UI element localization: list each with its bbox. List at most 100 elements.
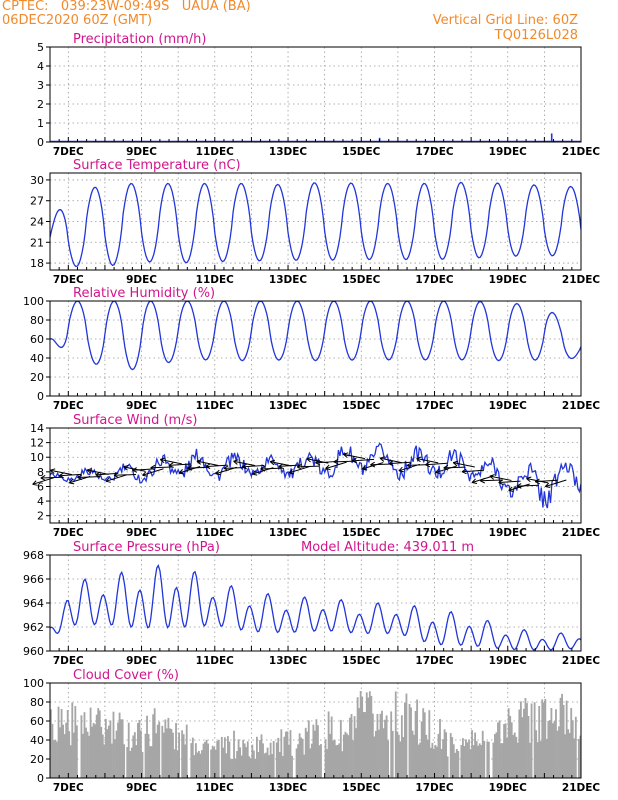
cloud-bar bbox=[88, 735, 90, 778]
precip-ytick-label: 4 bbox=[37, 60, 44, 73]
cloud-bar bbox=[324, 739, 327, 778]
cloud-bar bbox=[371, 713, 374, 778]
wind-vector-head bbox=[58, 472, 64, 477]
cloud-bar bbox=[132, 735, 135, 778]
wind-xtick-label: 11DEC bbox=[196, 527, 235, 539]
cloud-bar bbox=[231, 758, 234, 778]
cloud-bar bbox=[571, 720, 574, 778]
cloud-bar bbox=[126, 747, 129, 778]
cloud-bar bbox=[527, 715, 530, 778]
cloud-bar bbox=[198, 750, 200, 778]
wind-ytick-label: 8 bbox=[37, 466, 44, 479]
cloud-bar bbox=[454, 752, 457, 778]
cloud-bar bbox=[552, 723, 554, 778]
cloud-bar bbox=[178, 732, 180, 778]
cloud-bar bbox=[507, 708, 510, 778]
cloud-bar bbox=[97, 708, 100, 778]
cloud-bar bbox=[387, 740, 390, 778]
wind-vector bbox=[132, 468, 155, 471]
cloud-bar bbox=[431, 742, 434, 778]
cloud-bar bbox=[182, 734, 185, 778]
temp-ytick-label: 30 bbox=[30, 174, 44, 187]
wind-ytick-label: 10 bbox=[30, 451, 44, 464]
cloud-bar bbox=[225, 753, 228, 778]
cloud-bar bbox=[503, 723, 506, 778]
cloud-bar bbox=[230, 759, 232, 778]
cloud-bar bbox=[223, 737, 226, 778]
precip-bar bbox=[550, 133, 553, 142]
cloud-bar bbox=[262, 743, 264, 778]
cloud-bar bbox=[373, 736, 376, 778]
pres-title: Surface Pressure (hPa) bbox=[73, 540, 220, 555]
cloud-bar bbox=[487, 741, 490, 778]
wind-vector bbox=[105, 474, 128, 482]
temp-ytick-label: 24 bbox=[30, 216, 44, 229]
cloud-bar bbox=[497, 722, 499, 778]
cloud-bar bbox=[257, 751, 260, 778]
wind-vector-head bbox=[132, 467, 137, 471]
cloud-bar bbox=[437, 733, 440, 778]
cloud-bar bbox=[461, 738, 464, 778]
cloud-bar bbox=[533, 702, 536, 778]
cloud-bar bbox=[555, 709, 557, 778]
cloud-bar bbox=[149, 746, 152, 778]
cloud-xtick-label: 15DEC bbox=[342, 782, 381, 794]
cloud-bar bbox=[298, 733, 301, 778]
wind-vector bbox=[95, 472, 118, 476]
cloud-bar bbox=[443, 729, 446, 778]
wind-vector bbox=[453, 462, 475, 468]
pres-line bbox=[50, 563, 581, 651]
wind-vector bbox=[443, 466, 466, 469]
cloud-bar bbox=[332, 740, 335, 778]
wind-vector-head bbox=[223, 467, 229, 472]
cloud-bar bbox=[295, 748, 298, 778]
wind-vector-head bbox=[343, 453, 348, 458]
cloud-bar bbox=[291, 755, 293, 778]
cloud-bar bbox=[303, 754, 306, 778]
wind-vector-head bbox=[406, 464, 412, 469]
cloud-bar bbox=[547, 720, 550, 778]
cloud-bar bbox=[344, 731, 347, 778]
rh-xtick-label: 15DEC bbox=[342, 400, 381, 412]
wind-vector-head bbox=[471, 481, 478, 484]
cloud-bar bbox=[439, 718, 441, 778]
temp-line bbox=[50, 181, 581, 268]
cloud-bar bbox=[94, 724, 97, 778]
cloud-bar bbox=[56, 741, 58, 778]
cloud-bar bbox=[228, 741, 231, 778]
cloud-bar bbox=[478, 743, 481, 778]
cloud-bar bbox=[558, 726, 560, 778]
cloud-bar bbox=[248, 756, 251, 778]
wind-vector-head bbox=[526, 476, 532, 479]
wind-xtick-label: 17DEC bbox=[415, 527, 454, 539]
wind-vector-head bbox=[215, 473, 221, 476]
cloud-bar bbox=[236, 751, 238, 778]
cloud-bar bbox=[127, 722, 130, 778]
pres-annotation: Model Altitude: 439.011 m bbox=[301, 540, 474, 555]
cloud-bar bbox=[265, 752, 267, 778]
rh-line bbox=[50, 301, 581, 371]
cloud-bar bbox=[165, 728, 168, 778]
cloud-bar bbox=[222, 747, 225, 778]
cloud-bar bbox=[352, 740, 354, 778]
cloud-bar bbox=[365, 692, 368, 778]
wind-vector-head bbox=[435, 472, 441, 475]
cloud-bar bbox=[567, 729, 570, 778]
wind-vector-head bbox=[379, 456, 385, 459]
cloud-bar bbox=[355, 728, 357, 778]
cloud-bar bbox=[277, 737, 280, 778]
cloud-bar bbox=[50, 709, 52, 778]
wind-vector-head bbox=[252, 473, 258, 476]
wind-vector-head bbox=[142, 474, 148, 477]
cloud-bar bbox=[114, 739, 116, 778]
cloud-bar bbox=[286, 731, 289, 778]
rh-xtick-label: 19DEC bbox=[489, 400, 528, 412]
cloud-bar bbox=[246, 741, 249, 778]
cloud-series bbox=[50, 691, 581, 778]
wind-vector-head bbox=[325, 464, 330, 469]
cloud-bar bbox=[376, 714, 379, 778]
cloud-bar bbox=[260, 734, 263, 778]
wind-vector bbox=[288, 465, 311, 474]
cloud-bar bbox=[436, 746, 438, 778]
